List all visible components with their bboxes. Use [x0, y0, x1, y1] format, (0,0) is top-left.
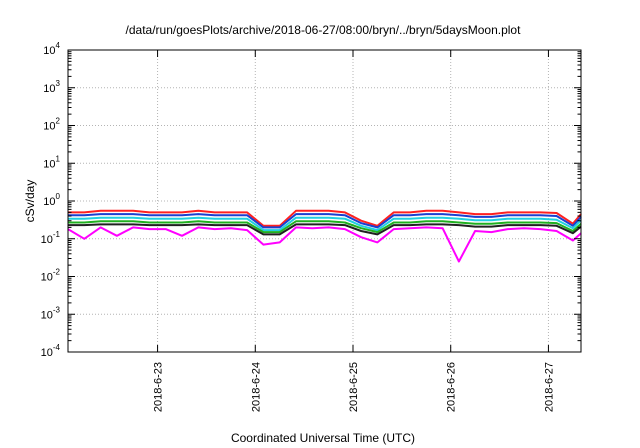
y-tick-label: 101 [43, 154, 60, 170]
y-tick-label: 104 [43, 41, 60, 57]
y-tick-label: 103 [43, 79, 60, 95]
series-line [67, 226, 582, 263]
y-tick-label: 102 [43, 117, 60, 133]
x-axis-ticks: 2018-6-23 2018-6-24 2018-6-25 2018-6-26 2018… [153, 50, 555, 412]
y-tick-label: 10-2 [41, 268, 61, 284]
x-tick-label: 2018-6-27 [543, 362, 555, 412]
series-line [68, 220, 582, 234]
x-tick-label: 2018-6-24 [250, 362, 262, 412]
series-line [68, 216, 582, 232]
plot-area [68, 50, 581, 352]
series-lines [67, 209, 582, 263]
grid-lines [68, 50, 581, 352]
y-tick-label: 10-1 [41, 230, 61, 246]
series-line [68, 209, 582, 227]
y-axis-title: cSv/day [23, 180, 37, 223]
x-axis-title: Coordinated Universal Time (UTC) [231, 431, 415, 445]
chart-title: /data/run/goesPlots/archive/2018-06-27/0… [126, 23, 522, 37]
series-line [68, 223, 582, 236]
y-tick-label: 10-3 [41, 305, 61, 321]
x-tick-label: 2018-6-25 [348, 362, 360, 412]
series-line [68, 213, 582, 229]
y-tick-label: 10-4 [41, 343, 61, 359]
y-tick-label: 100 [43, 192, 60, 208]
y-axis-ticks: 10-4 10-3 10-2 10-1 100 101 102 103 104 [41, 41, 581, 359]
x-tick-label: 2018-6-23 [153, 362, 165, 412]
x-tick-label: 2018-6-26 [446, 362, 458, 412]
